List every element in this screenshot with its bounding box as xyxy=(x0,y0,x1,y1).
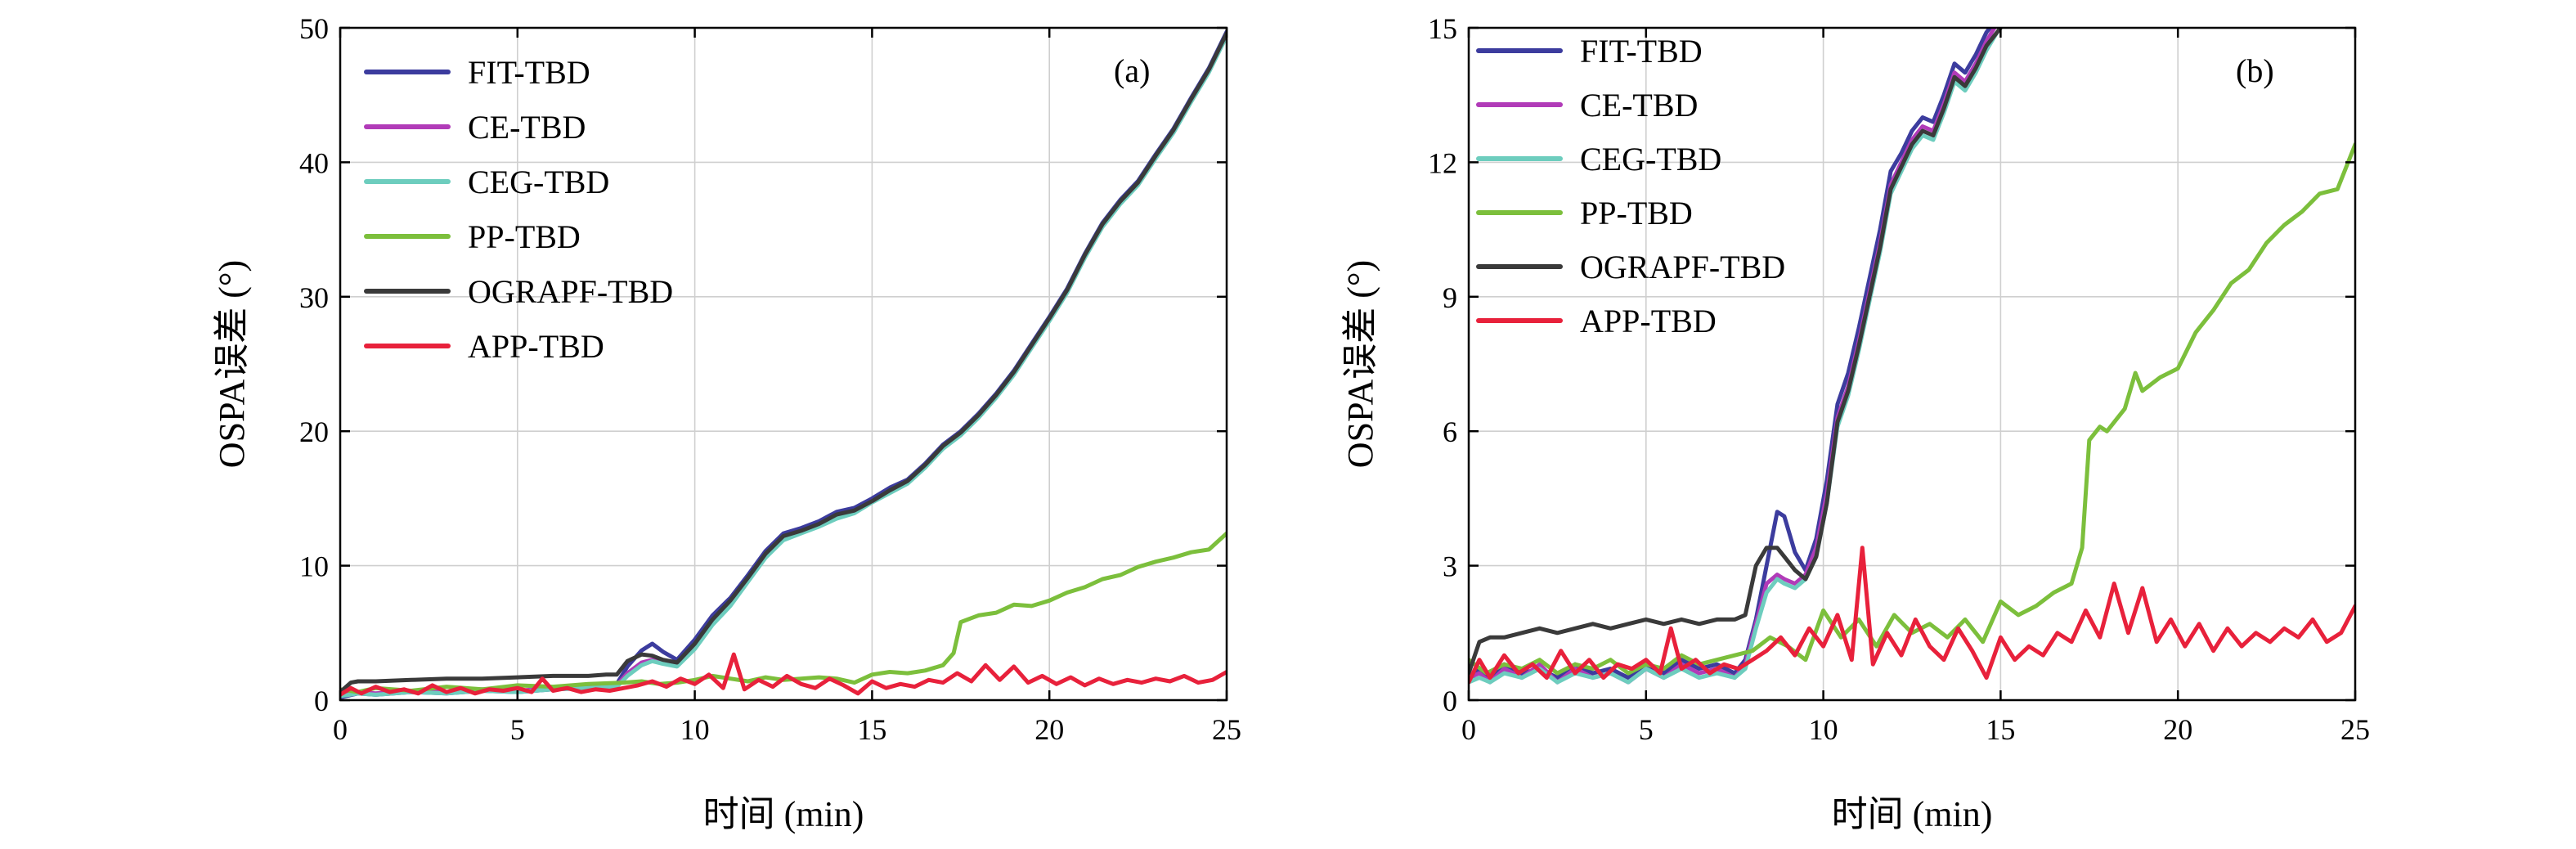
legend-label: PP-TBD xyxy=(468,218,581,255)
y-axis-label: OSPA误差 (°) xyxy=(1340,260,1380,468)
y-tick-label: 0 xyxy=(314,685,329,717)
y-tick-label: 20 xyxy=(299,416,329,448)
x-tick-label: 5 xyxy=(510,713,525,746)
series-line-fit-tbd xyxy=(1469,28,1993,685)
series-group xyxy=(340,29,1227,700)
y-tick-label: 15 xyxy=(1428,12,1457,45)
x-tick-label: 10 xyxy=(1809,713,1838,746)
y-tick-label: 0 xyxy=(1443,685,1457,717)
x-tick-label: 15 xyxy=(857,713,886,746)
y-axis-label: OSPA误差 (°) xyxy=(212,260,252,468)
x-tick-label: 5 xyxy=(1639,713,1654,746)
plot-frame xyxy=(339,26,1228,702)
legend-label: CEG-TBD xyxy=(1580,141,1721,177)
legend-label: APP-TBD xyxy=(1580,303,1717,339)
panel-label: (a) xyxy=(1114,52,1150,89)
series-line-ceg-tbd xyxy=(1469,30,1999,685)
x-tick-label: 25 xyxy=(1212,713,1241,746)
legend-label: PP-TBD xyxy=(1580,195,1693,231)
legend: FIT-TBD CE-TBD CEG-TBD PP-TBD OGRAPF-TBD APP-… xyxy=(1476,33,1785,339)
series-group xyxy=(1469,28,2355,685)
y-tick-label: 9 xyxy=(1443,281,1457,314)
series-line-pp-tbd xyxy=(1469,142,2355,676)
plot-frame xyxy=(1467,26,2357,702)
x-tick-label: 0 xyxy=(333,713,348,746)
legend-label: APP-TBD xyxy=(468,328,604,365)
series-line-ograpf-tbd xyxy=(1469,28,2004,676)
panel-label: (b) xyxy=(2236,52,2274,89)
series-line-app-tbd xyxy=(1469,546,2355,685)
legend: FIT-TBD CE-TBD CEG-TBD PP-TBD OGRAPF-TBD APP-… xyxy=(364,54,673,365)
y-tick-label: 3 xyxy=(1443,550,1457,583)
y-tick-label: 12 xyxy=(1428,146,1457,179)
chart-panel-b: 0 5 10 15 20 25 0 3 6 9 12 15 时间 (min) OSPA误差 (°) (b) F… xyxy=(1340,12,2370,834)
legend-label: FIT-TBD xyxy=(468,54,590,91)
x-tick-label: 20 xyxy=(1034,713,1064,746)
chart-panel-a: 0 5 10 15 20 25 0 10 20 30 40 50 时间 (min) OSPA误差 (°) (… xyxy=(212,12,1241,834)
x-axis-label: 时间 (min) xyxy=(703,794,864,834)
legend-label: CE-TBD xyxy=(468,109,586,146)
x-tick-label: 10 xyxy=(680,713,710,746)
x-tick-label: 20 xyxy=(2163,713,2192,746)
y-tick-label: 6 xyxy=(1443,416,1457,448)
legend-label: OGRAPF-TBD xyxy=(468,273,673,310)
x-tick-label: 15 xyxy=(1986,713,2015,746)
y-tick-label: 50 xyxy=(299,12,329,45)
legend-label: FIT-TBD xyxy=(1580,33,1703,70)
x-axis-label: 时间 (min) xyxy=(1832,794,1993,834)
series-line-pp-tbd xyxy=(340,531,1227,694)
y-tick-label: 10 xyxy=(299,550,329,583)
x-tick-label: 25 xyxy=(2340,713,2370,746)
legend-label: CEG-TBD xyxy=(468,164,609,200)
legend-label: OGRAPF-TBD xyxy=(1580,249,1785,285)
y-tick-label: 30 xyxy=(299,281,329,314)
series-line-app-tbd xyxy=(340,652,1227,697)
x-tick-label: 0 xyxy=(1461,713,1476,746)
series-line-ograpf-tbd xyxy=(340,31,1227,694)
y-tick-label: 40 xyxy=(299,146,329,179)
legend-label: CE-TBD xyxy=(1580,87,1698,124)
